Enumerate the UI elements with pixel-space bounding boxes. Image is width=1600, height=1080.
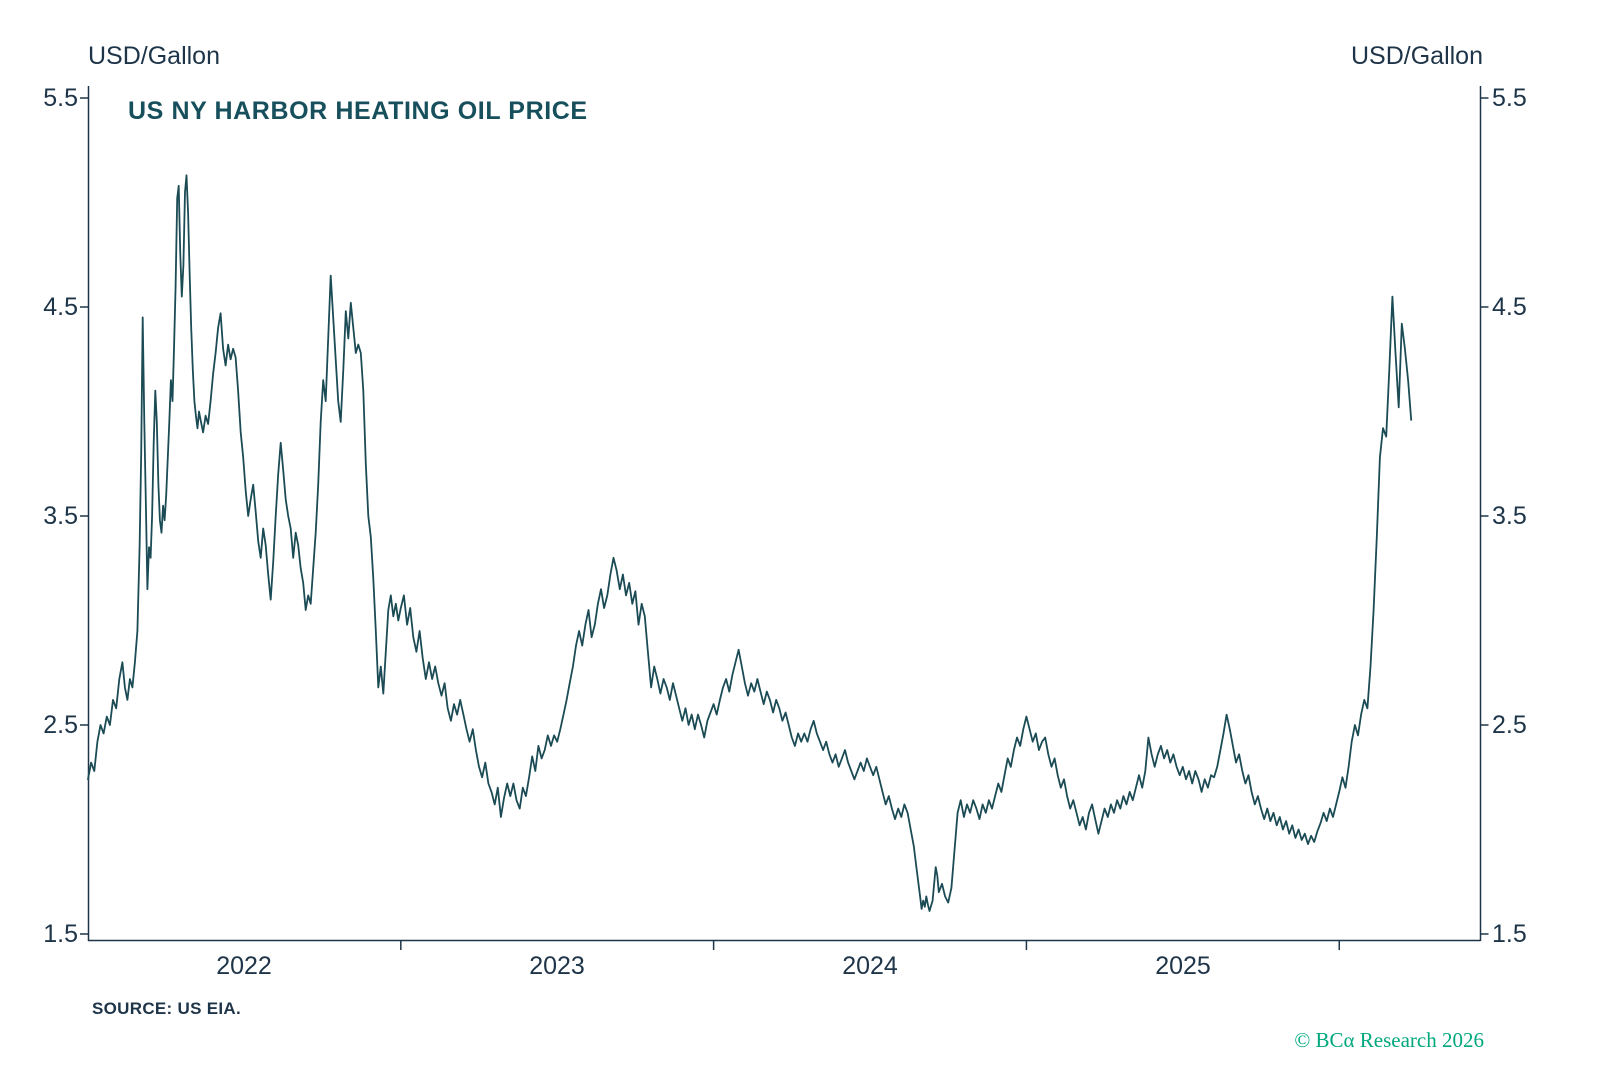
y-axis-tick-label: 2.5 — [43, 711, 78, 739]
y-axis-tick-label: 5.5 — [1492, 84, 1527, 112]
y-axis-tick-label: 1.5 — [1492, 920, 1527, 948]
price-line-series — [87, 174, 1413, 912]
y-axis-unit-label-right: USD/Gallon — [1351, 42, 1483, 70]
y-axis-tick-label: 4.5 — [43, 293, 78, 321]
y-axis-tick-label: 4.5 — [1492, 293, 1527, 321]
y-axis-tick-label: 2.5 — [1492, 711, 1527, 739]
y-axis-tick-label: 5.5 — [43, 84, 78, 112]
x-axis-year-label: 2022 — [216, 952, 272, 980]
x-axis-year-label: 2025 — [1155, 952, 1211, 980]
y-axis-tick-label: 3.5 — [1492, 502, 1527, 530]
chart-title: US NY HARBOR HEATING OIL PRICE — [128, 97, 588, 125]
y-axis-tick-label: 1.5 — [43, 920, 78, 948]
x-axis-year-label: 2023 — [529, 952, 585, 980]
x-axis-year-label: 2024 — [842, 952, 898, 980]
y-axis-unit-label-left: USD/Gallon — [88, 42, 220, 70]
copyright-notice: © BCα Research 2026 — [1294, 1028, 1484, 1052]
y-axis-tick-label: 3.5 — [43, 502, 78, 530]
source-note: SOURCE: US EIA. — [92, 999, 242, 1018]
